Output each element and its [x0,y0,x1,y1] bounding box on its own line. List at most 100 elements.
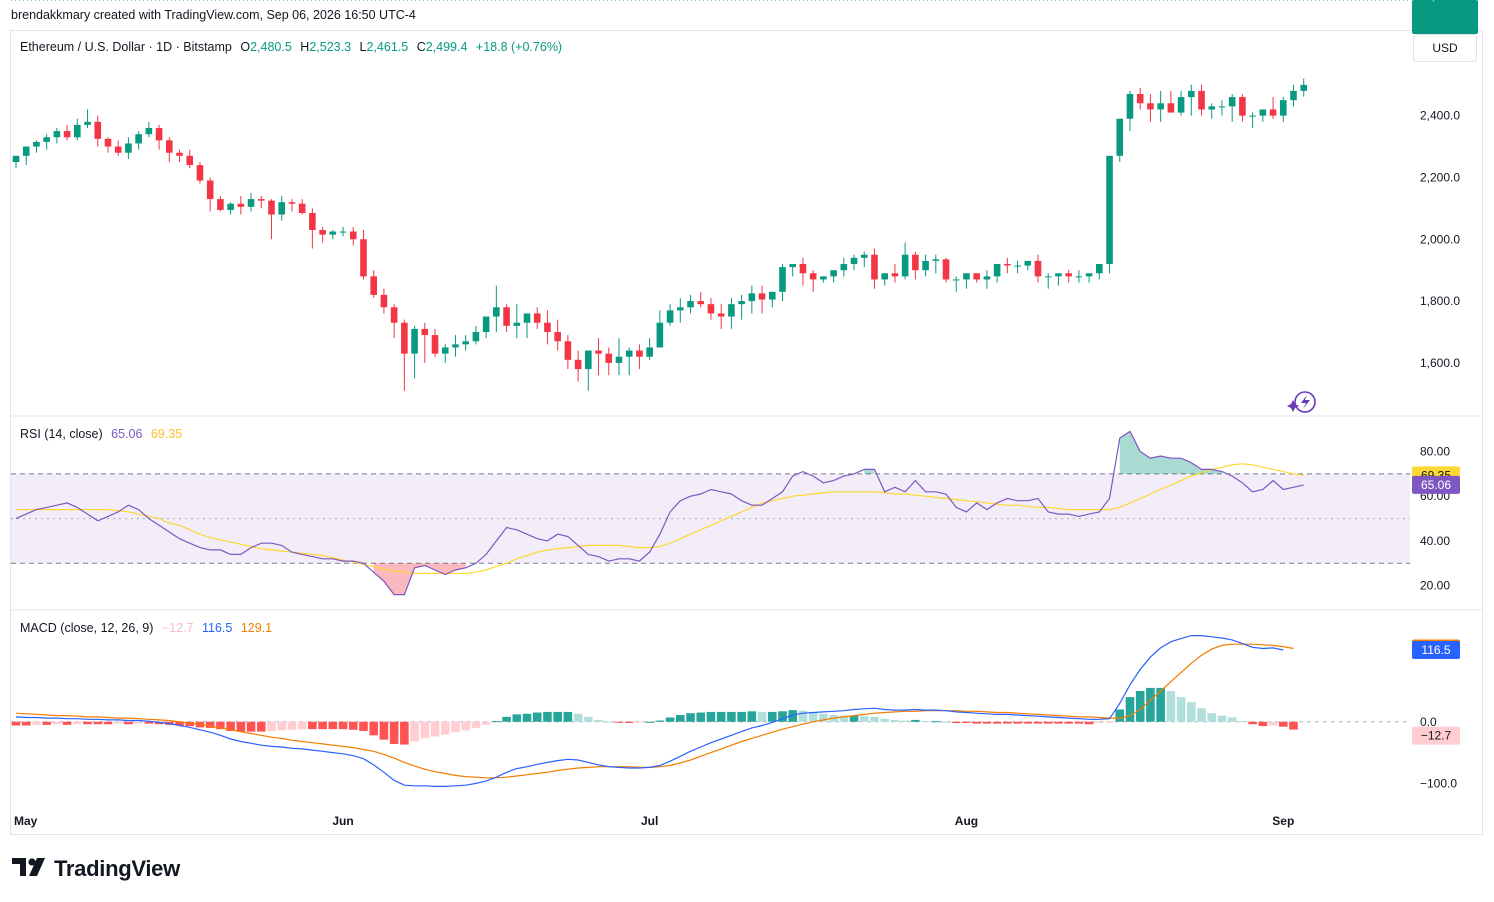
macd-histogram-bar [185,721,195,727]
macd-legend-label[interactable]: MACD (close, 12, 26, 9) [20,621,154,635]
candle-body [973,273,980,280]
candle-body [370,276,377,295]
macd-histogram-bar [665,717,675,722]
last-price-tag [1412,0,1478,34]
candle-body [901,254,909,277]
currency-button[interactable]: USD [1413,34,1477,62]
macd-histogram-bar [1084,721,1094,725]
lightning-icon[interactable] [1287,391,1316,413]
macd-histogram-bar [1074,721,1084,724]
macd-histogram-bar [318,721,327,730]
time-axis-tick: Jul [641,814,658,828]
macd-histogram-bar [1156,687,1165,722]
candle-body [1136,94,1144,104]
candle-body [738,301,745,305]
macd-histogram-bar [420,721,430,739]
price-axis-tick: 1,800.0 [1420,294,1460,308]
macd-histogram-bar [93,721,103,725]
macd-histogram-bar [1054,721,1063,724]
macd-histogram-bar [706,711,716,722]
macd-histogram-bar [277,721,287,731]
macd-histogram-bar [757,711,767,722]
macd-histogram-bar [655,720,665,722]
candle-body [523,313,531,323]
macd-histogram-bar [962,721,971,724]
candle-body [646,347,653,357]
candle-body [840,264,848,271]
price-axis-tick: 2,200.0 [1420,170,1460,184]
candle-body [799,264,807,274]
macd-histogram-bar [32,721,41,725]
macd-histogram-bar [941,721,951,723]
candle-body [932,259,940,261]
candle-body [227,203,234,210]
rsi-overbought-fill [864,469,875,474]
low-value: 2,461.5 [366,40,409,54]
macd-histogram-bar [747,711,757,722]
macd-histogram-bar [849,715,859,722]
candle-body [1004,264,1011,266]
macd-histogram-bar [42,721,51,725]
candle-body [493,307,500,317]
macd-histogram-bar [1258,721,1268,727]
tradingview-brand[interactable]: TradingView [12,856,180,882]
macd-histogram-bar [573,713,583,722]
tradingview-logo-icon [12,858,45,876]
candle-body [513,322,521,326]
candle-body [1249,115,1256,117]
price-axis-tick: 1,600.0 [1420,356,1460,370]
chart-frame [10,30,1483,835]
macd-histogram-bar [205,721,215,728]
macd-histogram-bar [338,721,348,730]
macd-histogram-bar [543,711,552,722]
candle-body [22,146,30,156]
candle-body [1259,109,1267,116]
candle-body [820,276,827,280]
rsi-legend-label[interactable]: RSI (14, close) [20,427,103,441]
macd-histogram-bar [839,715,849,722]
macd-histogram-bar [972,721,981,724]
candle-body [768,291,776,300]
time-axis-tick: Sep [1272,814,1294,828]
open-label: O [240,40,251,54]
high-value: 2,523.3 [309,40,352,54]
candle-body [830,270,837,277]
candle-body [809,273,817,280]
macd-histogram-bar [113,721,123,724]
candle-body [697,301,705,305]
macd-histogram-bar [1238,721,1247,723]
candle-body [441,347,449,354]
macd-histogram-bar [676,715,685,722]
candle-body [687,301,694,308]
macd-histogram-bar [1003,721,1012,724]
candle-body [544,322,551,332]
macd-histogram-bar [778,711,787,722]
time-axis-tick: Aug [955,814,978,828]
symbol-label[interactable]: Ethereum / U.S. Dollar · 1D · Bitstamp [20,40,232,54]
macd-histogram-bar [430,721,440,737]
candle-body [585,350,592,370]
macd-histogram-bar [328,721,338,730]
candle-body [1116,118,1124,156]
macd-histogram-bar [890,719,900,722]
candle-body [728,304,735,317]
macd-histogram-bar [1176,697,1186,722]
macd-histogram-bar [808,712,818,722]
macd-histogram-bar [992,721,1002,724]
macd-histogram-bar [1013,721,1022,724]
candle-body [1157,103,1164,110]
macd-histogram-bar [819,713,828,722]
candle-body [84,121,91,125]
macd-histogram-bar [727,711,736,722]
macd-hist-tag-label: −12.7 [1421,729,1452,743]
countdown-label: 03:09:03 [1422,0,1469,3]
macd-histogram-bar [900,720,910,722]
macd-histogram-bar [154,721,164,725]
rsi-tag [1412,475,1460,494]
macd-histogram-bar [522,713,532,722]
candle-body [1044,276,1052,278]
macd-histogram-bar [267,721,276,732]
macd-histogram-bar [1125,697,1135,722]
candle-body [206,180,214,200]
